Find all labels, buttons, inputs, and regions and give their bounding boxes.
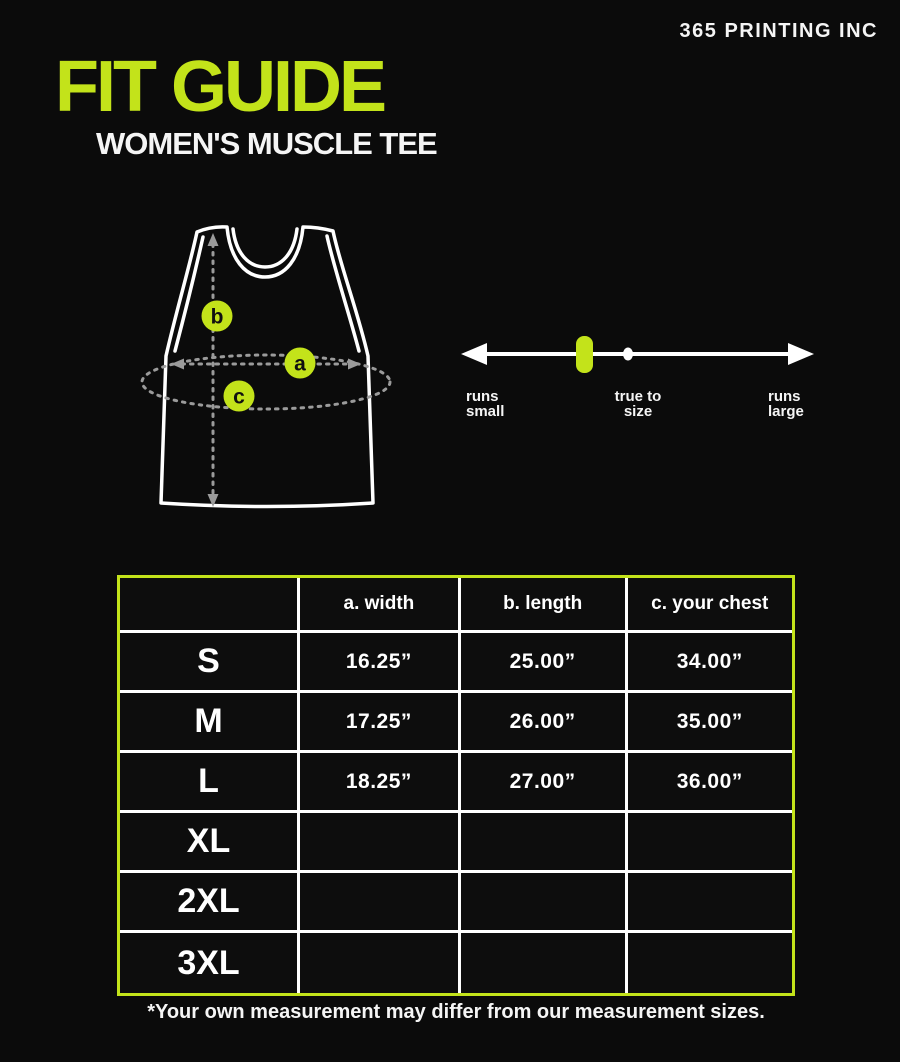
measurement-guides: [140, 242, 392, 498]
header-size: [120, 578, 301, 633]
fit-scale: [461, 336, 814, 373]
fit-scale-label-true-to-size: true to size: [614, 388, 662, 420]
muscle-tee-diagram: b a c: [140, 225, 392, 509]
width-value: [300, 873, 461, 933]
header-width: a. width: [300, 578, 461, 633]
width-value: 17.25”: [300, 693, 461, 753]
chest-value: [627, 813, 792, 873]
chest-value: [627, 873, 792, 933]
length-value: 27.00”: [460, 753, 628, 813]
width-value: [300, 933, 461, 993]
shirt-outline: [159, 225, 375, 509]
chest-value: 34.00”: [627, 633, 792, 693]
length-value: [460, 813, 628, 873]
length-value: [461, 933, 628, 993]
size-label: 2XL: [120, 873, 301, 933]
size-table: a. width b. length c. your chest S 16.25…: [117, 575, 795, 996]
collar-seam: [231, 227, 299, 269]
length-value: [460, 873, 628, 933]
page-title: FIT GUIDE: [55, 47, 387, 127]
width-value: 16.25”: [300, 633, 461, 693]
chest-guide-ellipse: [140, 353, 392, 411]
table-row-xl: XL: [120, 813, 792, 873]
header-length: b. length: [460, 578, 628, 633]
length-value: 26.00”: [460, 693, 628, 753]
size-label: XL: [120, 813, 301, 873]
size-table-header: a. width b. length c. your chest: [120, 578, 792, 633]
length-value: 25.00”: [460, 633, 628, 693]
guide-arrowheads: [171, 233, 361, 507]
brand-name: 365 PRINTING INC: [679, 20, 878, 42]
width-value: 18.25”: [300, 753, 461, 813]
fit-scale-left-arrow: [461, 343, 487, 365]
table-row-m: M 17.25” 26.00” 35.00”: [120, 693, 792, 753]
marker-c: c: [223, 380, 255, 412]
left-armhole-seam: [173, 235, 205, 353]
chest-value: 35.00”: [627, 693, 792, 753]
fit-scale-right-arrow: [788, 343, 814, 365]
size-label: M: [120, 693, 301, 753]
header-chest: c. your chest: [627, 578, 792, 633]
fit-scale-label-runs-large: runs large: [768, 388, 804, 420]
marker-a-label: a: [294, 353, 306, 376]
header-row: a. width b. length c. your chest: [120, 578, 792, 633]
page-subtitle: WOMEN'S MUSCLE TEE: [96, 126, 438, 161]
chest-value: [628, 933, 792, 993]
size-label: S: [120, 633, 301, 693]
marker-b: b: [201, 300, 233, 332]
right-armhole-seam: [325, 234, 361, 353]
chest-value: 36.00”: [627, 753, 792, 813]
size-label: 3XL: [120, 933, 301, 993]
width-value: [300, 813, 461, 873]
table-row-l: L 18.25” 27.00” 36.00”: [120, 753, 792, 813]
table-row-s: S 16.25” 25.00” 34.00”: [120, 633, 792, 693]
marker-c-label: c: [233, 386, 245, 409]
marker-a: a: [284, 347, 316, 379]
marker-b-label: b: [211, 306, 224, 329]
size-label: L: [120, 753, 301, 813]
table-row-2xl: 2XL: [120, 873, 792, 933]
fit-scale-label-runs-small: runs small: [466, 388, 505, 420]
fit-indicator-knob: [576, 336, 593, 373]
table-row-3xl: 3XL: [120, 933, 792, 993]
measurement-disclaimer: *Your own measurement may differ from ou…: [147, 1001, 765, 1023]
true-to-size-tick: [623, 347, 633, 361]
